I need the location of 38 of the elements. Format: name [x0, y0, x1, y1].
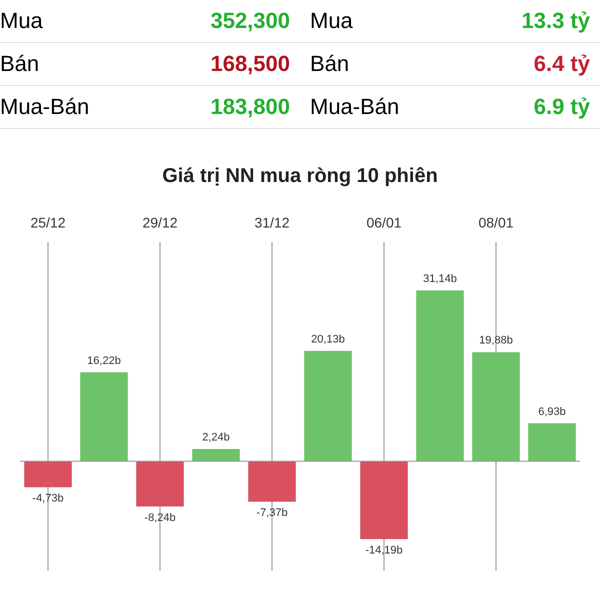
- data-label: -7,37b: [256, 507, 288, 520]
- text: 13.3 tỷ: [410, 0, 600, 43]
- text: 6.4 tỷ: [410, 43, 600, 86]
- data-label: -8,24b: [144, 512, 176, 524]
- text: Mua: [300, 0, 410, 43]
- data-label: 6,93b: [538, 406, 566, 418]
- x-tick-label: 31/12: [254, 214, 290, 230]
- data-label: 19,88b: [479, 334, 513, 347]
- text: 6.9 tỷ: [410, 86, 600, 129]
- text: Mua-Bán: [300, 86, 410, 129]
- x-tick-label: 08/01: [478, 214, 514, 230]
- bar: [24, 461, 72, 488]
- data-label: 20,13b: [311, 333, 345, 346]
- x-tick-label: 25/12: [30, 214, 66, 230]
- text: 352,300: [110, 0, 300, 43]
- text: 168,500: [110, 43, 300, 86]
- data-label: 16,22b: [87, 354, 121, 367]
- bar: [248, 461, 296, 502]
- text: Bán: [0, 43, 110, 86]
- bar: [472, 352, 520, 462]
- x-tick-label: 06/01: [366, 214, 402, 230]
- bar: [528, 423, 576, 462]
- text: Mua: [0, 0, 110, 43]
- data-label: 2,24b: [202, 432, 230, 444]
- bar: [360, 461, 408, 540]
- data-label: -4,73b: [32, 492, 64, 505]
- text: Bán: [300, 43, 410, 86]
- bar: [192, 448, 240, 462]
- chart-title: Giá trị NN mua ròng 10 phiên: [161, 165, 439, 188]
- bar: [416, 290, 464, 462]
- bar: [304, 350, 352, 462]
- bar: [80, 372, 128, 462]
- bar: [136, 461, 184, 506]
- x-tick-label: 29/12: [142, 214, 178, 230]
- data-label: -14,19b: [365, 544, 403, 557]
- data-label: 31,14b: [423, 272, 457, 285]
- text: Mua-Bán: [0, 86, 110, 129]
- text: 183,800: [110, 86, 300, 129]
